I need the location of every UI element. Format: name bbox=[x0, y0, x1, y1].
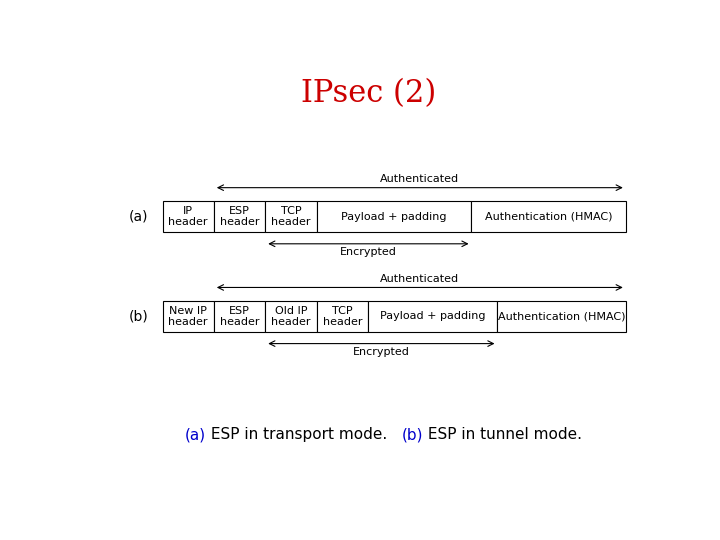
Text: Encrypted: Encrypted bbox=[340, 247, 397, 257]
Text: (b): (b) bbox=[129, 309, 148, 323]
Text: (b): (b) bbox=[402, 427, 423, 442]
Bar bbox=[163, 201, 214, 232]
Bar bbox=[472, 201, 626, 232]
Text: Old IP
header: Old IP header bbox=[271, 306, 311, 327]
Bar bbox=[266, 201, 317, 232]
Text: TCP
header: TCP header bbox=[323, 306, 362, 327]
Text: Authentication (HMAC): Authentication (HMAC) bbox=[485, 212, 612, 221]
Text: Payload + padding: Payload + padding bbox=[341, 212, 447, 221]
Text: Authentication (HMAC): Authentication (HMAC) bbox=[498, 312, 625, 321]
Text: ESP in transport mode.: ESP in transport mode. bbox=[206, 427, 402, 442]
Text: Encrypted: Encrypted bbox=[353, 347, 410, 357]
Bar bbox=[163, 301, 214, 332]
Text: (a): (a) bbox=[129, 210, 148, 224]
Text: IP
header: IP header bbox=[168, 206, 208, 227]
Bar bbox=[214, 301, 266, 332]
Text: New IP
header: New IP header bbox=[168, 306, 208, 327]
Bar bbox=[368, 301, 498, 332]
Text: (a): (a) bbox=[185, 427, 206, 442]
Text: Payload + padding: Payload + padding bbox=[380, 312, 485, 321]
Bar bbox=[214, 201, 266, 232]
Text: ESP in tunnel mode.: ESP in tunnel mode. bbox=[423, 427, 582, 442]
Bar bbox=[498, 301, 626, 332]
Text: ESP
header: ESP header bbox=[220, 306, 259, 327]
Bar bbox=[266, 301, 317, 332]
Bar bbox=[317, 301, 368, 332]
Text: IPsec (2): IPsec (2) bbox=[302, 78, 436, 110]
Text: TCP
header: TCP header bbox=[271, 206, 311, 227]
Text: Authenticated: Authenticated bbox=[380, 274, 459, 284]
Text: Authenticated: Authenticated bbox=[380, 174, 459, 184]
Bar bbox=[317, 201, 472, 232]
Text: ESP
header: ESP header bbox=[220, 206, 259, 227]
